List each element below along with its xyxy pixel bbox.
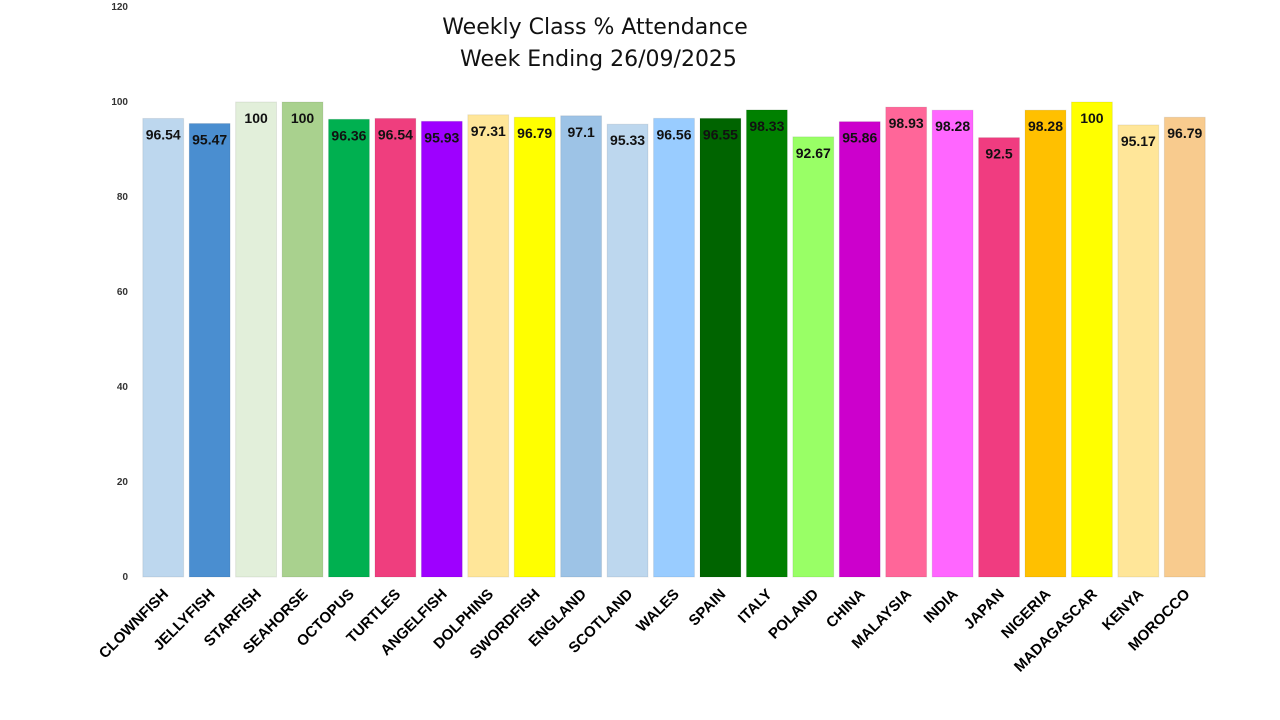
data-label: 97.1 (568, 124, 595, 140)
data-label: 96.36 (331, 127, 366, 143)
data-label: 100 (291, 110, 315, 126)
category-label: MADAGASCAR (1011, 586, 1101, 676)
chart-title-line-2: Week Ending 26/09/2025 (453, 47, 737, 72)
bar (1163, 116, 1206, 578)
bar (1117, 124, 1160, 578)
y-tick-label: 120 (111, 2, 128, 13)
y-tick-label: 100 (111, 97, 128, 108)
data-label: 95.33 (610, 132, 645, 148)
bar (420, 120, 463, 578)
bar (792, 136, 835, 578)
category-label: ITALY (735, 586, 776, 627)
data-label: 96.54 (146, 126, 181, 142)
y-tick-label: 40 (117, 382, 129, 393)
data-label: 98.93 (889, 115, 924, 131)
bar (1070, 101, 1113, 578)
bar (838, 121, 881, 578)
bar (978, 137, 1020, 578)
data-label: 96.79 (1167, 125, 1202, 141)
y-tick-label: 20 (117, 477, 129, 488)
bar (931, 109, 974, 578)
category-label: INDIA (921, 586, 962, 627)
bar (467, 114, 510, 578)
category-label: SPAIN (686, 586, 730, 630)
data-label: 100 (244, 110, 268, 126)
bar (1024, 109, 1067, 578)
category-labels: CLOWNFISHJELLYFISHSTARFISHSEAHORSEOCTOPU… (96, 586, 1194, 676)
bar (281, 101, 324, 578)
data-label: 95.17 (1121, 133, 1156, 149)
data-label: 95.93 (424, 129, 459, 145)
bar (885, 106, 928, 578)
y-tick-label: 80 (117, 192, 129, 203)
data-label: 95.47 (192, 132, 227, 148)
data-label: 98.33 (749, 118, 784, 134)
bar (653, 117, 695, 578)
bars (142, 101, 1206, 578)
bar (606, 123, 649, 578)
data-label: 96.55 (703, 126, 738, 142)
category-label: WALES (633, 586, 683, 636)
data-label: 98.28 (1028, 118, 1063, 134)
data-label: 98.28 (935, 118, 970, 134)
data-label: 92.67 (796, 145, 831, 161)
bar (745, 109, 788, 578)
data-label: 95.86 (842, 130, 877, 146)
bar (699, 117, 742, 578)
data-label: 96.56 (656, 126, 691, 142)
category-label: POLAND (765, 586, 822, 643)
data-label: 92.5 (985, 146, 1012, 162)
data-labels: 96.54 95.47 100 100 96.36 96.54 95.93 97.31 96.7… (146, 110, 1203, 162)
bar (328, 118, 370, 578)
bar (374, 117, 417, 578)
data-label: 96.79 (517, 125, 552, 141)
bar (560, 115, 603, 578)
data-label: 96.54 (378, 126, 413, 142)
y-tick-label: 60 (117, 287, 129, 298)
bar (235, 101, 278, 578)
chart-title-line-1: Weekly Class % Attendance (442, 15, 748, 40)
bar (142, 117, 185, 578)
data-label: 97.31 (471, 123, 506, 139)
y-tick-label: 0 (122, 572, 128, 583)
category-label: CHINA (823, 586, 869, 632)
data-label: 100 (1080, 110, 1104, 126)
y-axis-ticks: 0 20 40 60 80 100 120 (111, 2, 128, 583)
chart-title: Weekly Class % Attendance Week Ending 26… (395, 12, 795, 76)
bar (513, 116, 556, 578)
bar (188, 123, 231, 578)
